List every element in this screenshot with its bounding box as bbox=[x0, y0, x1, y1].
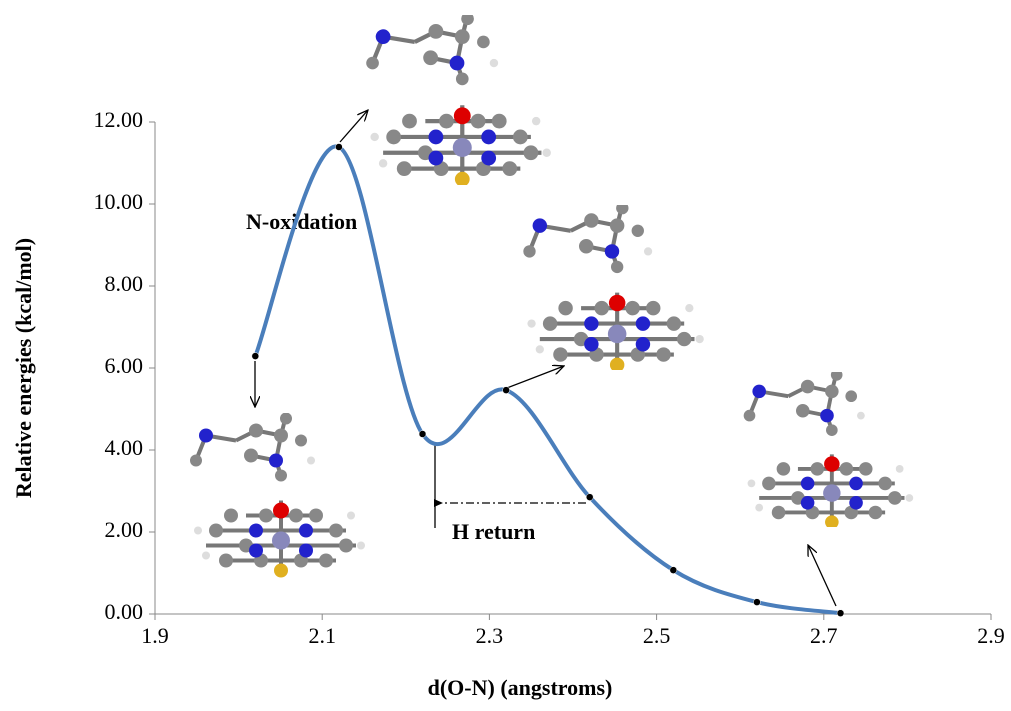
y-tick-label: 12.00 bbox=[94, 107, 144, 132]
point bbox=[670, 567, 677, 574]
x-tick-label: 1.9 bbox=[141, 623, 169, 648]
x-tick-label: 2.5 bbox=[643, 623, 671, 648]
x-axis-title: d(O-N) (angstroms) bbox=[428, 675, 613, 700]
point bbox=[252, 353, 259, 360]
x-tick-label: 2.3 bbox=[476, 623, 504, 648]
molecule-illustrations bbox=[190, 12, 913, 577]
y-tick-label: 0.00 bbox=[105, 599, 144, 624]
point bbox=[503, 387, 510, 394]
point bbox=[335, 144, 342, 151]
y-tick-label: 6.00 bbox=[105, 353, 144, 378]
annotation: N-oxidation bbox=[246, 209, 357, 234]
chart: N-oxidation H return d(O-N) (angstroms) … bbox=[0, 0, 1011, 711]
y-axis-title: Relative energies (kcal/mol) bbox=[11, 238, 36, 498]
point bbox=[753, 599, 760, 606]
y-tick-label: 2.00 bbox=[105, 517, 144, 542]
point bbox=[586, 494, 593, 501]
y-tick-label: 10.00 bbox=[94, 189, 144, 214]
x-tick-label: 2.1 bbox=[308, 623, 336, 648]
x-tick-label: 2.9 bbox=[977, 623, 1005, 648]
point bbox=[419, 431, 426, 438]
point bbox=[837, 610, 844, 617]
y-tick-label: 8.00 bbox=[105, 271, 144, 296]
annotation: H return bbox=[452, 519, 535, 544]
page: N-oxidation H return d(O-N) (angstroms) … bbox=[0, 0, 1011, 711]
y-tick-label: 4.00 bbox=[105, 435, 144, 460]
x-tick-label: 2.7 bbox=[810, 623, 838, 648]
